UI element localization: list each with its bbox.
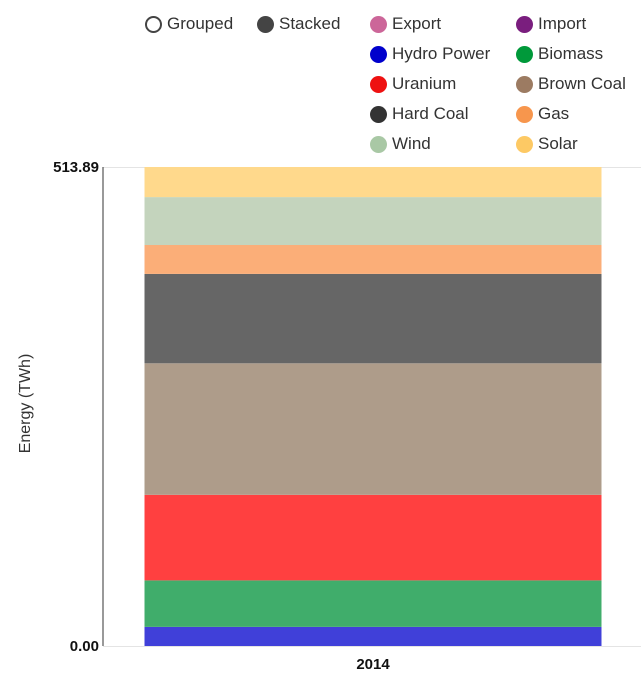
legend-item-uranium[interactable]: Uranium xyxy=(370,74,456,94)
legend-item-gas[interactable]: Gas xyxy=(516,104,569,124)
legend-item-hydro-power[interactable]: Hydro Power xyxy=(370,44,490,64)
bar-segment-solar[interactable] xyxy=(144,166,602,198)
legend-item-solar[interactable]: Solar xyxy=(516,134,578,154)
legend-label: Solar xyxy=(538,134,578,153)
stacked-label: Stacked xyxy=(279,14,341,33)
legend-item-export[interactable]: Export xyxy=(370,14,441,34)
legend-swatch-icon xyxy=(370,15,387,33)
legend-label: Brown Coal xyxy=(538,74,626,93)
legend-swatch-icon xyxy=(370,45,387,63)
legend-label: Gas xyxy=(538,104,570,123)
y-tick-label: 513.89 xyxy=(53,159,99,176)
legend-label: Biomass xyxy=(538,44,604,63)
legend: Grouped Stacked Export Import Hydro Power B… xyxy=(0,0,641,160)
radio-filled-icon xyxy=(257,15,274,33)
legend-label: Hard Coal xyxy=(392,104,469,123)
bar-segment-brown-coal[interactable] xyxy=(144,363,602,495)
bar-segment-hydro-power[interactable] xyxy=(144,626,602,646)
grouped-label: Grouped xyxy=(167,14,234,33)
legend-item-hard-coal[interactable]: Hard Coal xyxy=(370,104,469,124)
legend-item-wind[interactable]: Wind xyxy=(370,134,431,154)
legend-swatch-icon xyxy=(516,15,533,33)
bar-segment-biomass[interactable] xyxy=(144,580,602,627)
y-tick-label: 0.00 xyxy=(70,638,99,655)
legend-label: Hydro Power xyxy=(392,44,491,63)
bar-segment-wind[interactable] xyxy=(144,197,602,246)
legend-label: Import xyxy=(538,14,587,33)
legend-swatch-icon xyxy=(516,75,533,93)
radio-empty-icon xyxy=(145,15,162,33)
legend-swatch-icon xyxy=(370,135,387,153)
legend-swatch-icon xyxy=(370,75,387,93)
legend-swatch-icon xyxy=(516,105,533,123)
legend-label: Uranium xyxy=(392,74,457,93)
legend-item-brown-coal[interactable]: Brown Coal xyxy=(516,74,626,94)
bar-segment-uranium[interactable] xyxy=(144,494,602,581)
y-axis-label: Energy (TWh) xyxy=(17,354,34,454)
legend-swatch-icon xyxy=(516,45,533,63)
legend-label: Wind xyxy=(392,134,431,153)
x-tick-label: 2014 xyxy=(356,656,390,673)
grouped-option[interactable]: Grouped xyxy=(145,14,233,34)
legend-item-biomass[interactable]: Biomass xyxy=(516,44,603,64)
legend-item-import[interactable]: Import xyxy=(516,14,586,34)
stacked-option[interactable]: Stacked xyxy=(257,14,340,34)
legend-label: Export xyxy=(392,14,442,33)
legend-swatch-icon xyxy=(370,105,387,123)
bar-segment-hard-coal[interactable] xyxy=(144,273,602,364)
legend-swatch-icon xyxy=(516,135,533,153)
bar-segment-gas[interactable] xyxy=(144,245,602,274)
